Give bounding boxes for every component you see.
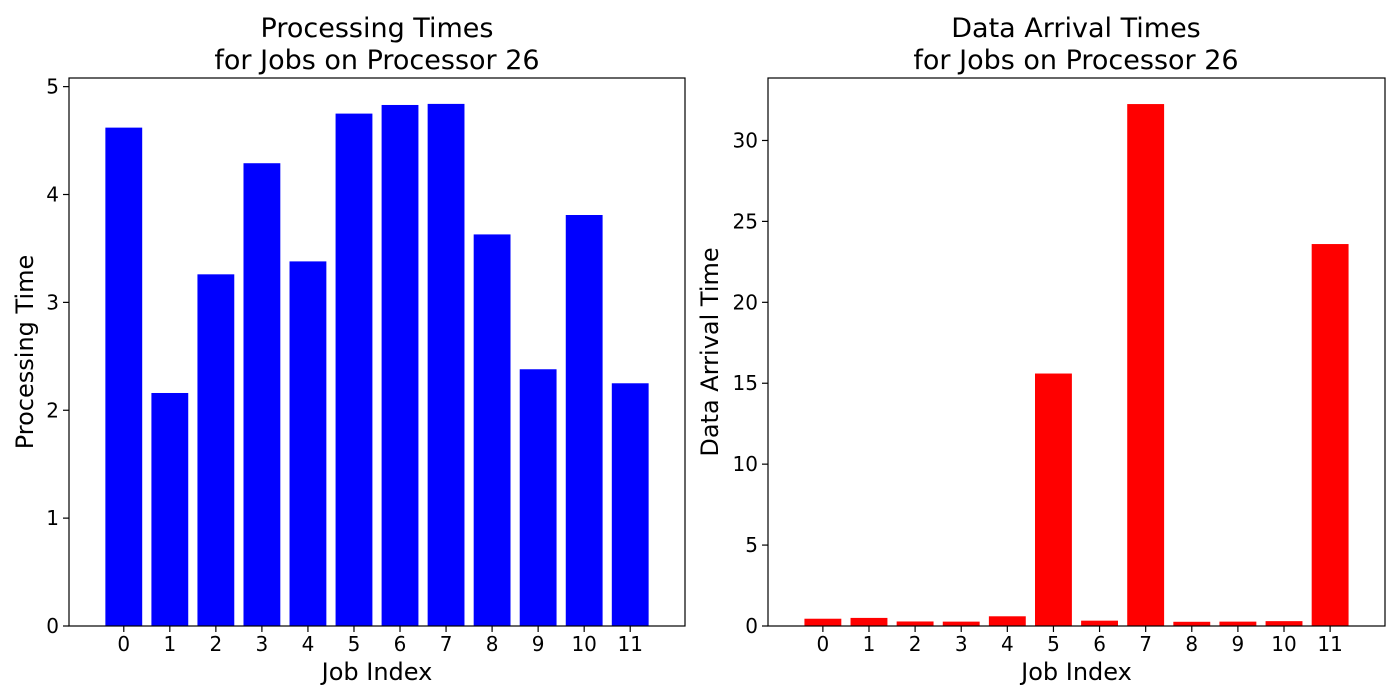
chart-title-line-1: Data Arrival Times xyxy=(951,13,1201,44)
x-tick-label: 10 xyxy=(571,632,596,656)
x-tick-label: 0 xyxy=(117,632,130,656)
y-tick-label: 0 xyxy=(745,614,758,638)
y-tick-label: 25 xyxy=(733,209,758,233)
x-tick-label: 0 xyxy=(817,632,830,656)
x-tick-label: 7 xyxy=(440,632,453,656)
bar-job-3 xyxy=(243,163,281,626)
chart-title-line-1: Processing Times xyxy=(261,13,494,44)
data-arrival-times-chart: 0 1 2 3 4 5 6 7 8 9 10 11 0 5 10 15 20 25 30 Job Index Data … xyxy=(696,13,1386,686)
bar-job-9 xyxy=(1219,621,1257,626)
x-tick-label: 2 xyxy=(909,632,922,656)
x-tick-label: 3 xyxy=(256,632,269,656)
bar-job-11 xyxy=(611,383,649,626)
y-tick-label: 3 xyxy=(46,290,59,314)
x-tick-label: 6 xyxy=(394,632,407,656)
y-tick-label: 5 xyxy=(745,533,758,557)
bar-job-1 xyxy=(151,392,189,626)
bar-job-2 xyxy=(197,274,235,626)
x-tick-label: 4 xyxy=(1001,632,1014,656)
bar-job-6 xyxy=(1081,620,1118,626)
x-tick-label: 6 xyxy=(1093,632,1106,656)
bar-job-8 xyxy=(473,234,511,627)
plot-frame xyxy=(767,77,1386,627)
bar-job-1 xyxy=(850,617,888,626)
x-tick-label: 9 xyxy=(532,632,545,656)
bar-job-10 xyxy=(1265,621,1303,626)
x-tick-label: 2 xyxy=(209,632,222,656)
bar-job-5 xyxy=(1035,373,1072,626)
x-tick-label: 7 xyxy=(1139,632,1152,656)
x-axis-label: Job Index xyxy=(320,658,433,686)
y-tick-label: 1 xyxy=(46,506,59,530)
x-tick-label: 11 xyxy=(617,632,642,656)
chart-title-line-2: for Jobs on Processor 26 xyxy=(214,45,539,76)
bar-job-5 xyxy=(335,113,373,627)
y-tick-label: 30 xyxy=(733,128,758,152)
x-tick-label: 11 xyxy=(1317,632,1342,656)
x-tick-label: 8 xyxy=(486,632,499,656)
x-tick-label: 5 xyxy=(1047,632,1060,656)
x-tick-label: 1 xyxy=(163,632,176,656)
y-tick-label: 0 xyxy=(46,614,59,638)
x-tick-label: 9 xyxy=(1232,632,1245,656)
bar-job-6 xyxy=(381,104,419,627)
y-tick-label: 10 xyxy=(733,452,758,476)
x-tick-label: 4 xyxy=(302,632,315,656)
y-axis-label: Processing Time xyxy=(11,255,39,450)
y-tick-label: 2 xyxy=(46,398,59,422)
bar-job-4 xyxy=(988,616,1026,626)
bar-job-3 xyxy=(942,621,980,626)
bar-job-8 xyxy=(1173,621,1211,626)
chart-title-line-2: for Jobs on Processor 26 xyxy=(913,45,1238,76)
y-tick-label: 4 xyxy=(46,183,59,207)
bar-job-0 xyxy=(804,618,842,626)
x-tick-label: 8 xyxy=(1185,632,1198,656)
x-tick-label: 10 xyxy=(1271,632,1296,656)
x-axis-label: Job Index xyxy=(1019,658,1132,686)
x-tick-label: 1 xyxy=(863,632,876,656)
y-tick-label: 5 xyxy=(46,75,59,99)
y-tick-label: 20 xyxy=(733,290,758,314)
bar-job-0 xyxy=(105,127,143,627)
bar-job-9 xyxy=(519,369,557,626)
plot-frame xyxy=(68,77,686,627)
bar-job-4 xyxy=(289,261,327,626)
bar-job-2 xyxy=(896,621,934,626)
bar-job-11 xyxy=(1311,244,1349,627)
x-tick-label: 5 xyxy=(348,632,361,656)
bar-job-10 xyxy=(565,215,603,626)
y-axis-label: Data Arrival Time xyxy=(696,247,724,456)
bar-job-7 xyxy=(427,103,465,626)
y-tick-label: 15 xyxy=(733,371,758,395)
bar-job-7 xyxy=(1127,104,1165,626)
x-tick-label: 3 xyxy=(955,632,968,656)
